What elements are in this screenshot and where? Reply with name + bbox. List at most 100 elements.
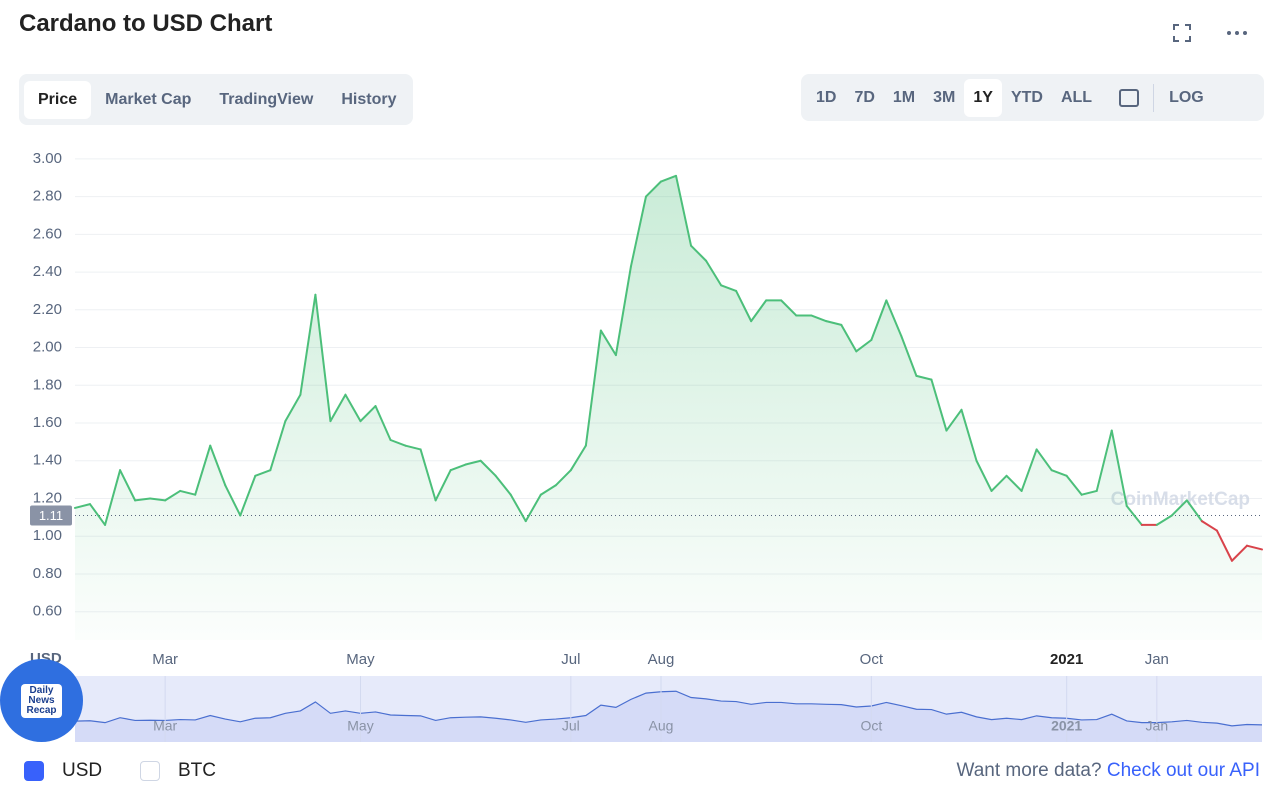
x-tick-label: Mar: [152, 651, 178, 668]
y-tick-label: 2.20: [33, 301, 62, 318]
chart: 0.60 0.80 1.00 1.20 1.40 1.60 1.80 2.00 2.20 2.40…: [30, 150, 1263, 742]
price-segment: [614, 265, 632, 357]
navigator-tick-label: 2021: [1051, 718, 1082, 734]
price-segment: [464, 459, 482, 466]
tab-bar: Price Market Cap TradingView History: [19, 74, 413, 125]
tab[interactable]: TradingView: [219, 90, 314, 108]
price-segment: [825, 320, 843, 326]
range-button[interactable]: YTD: [1010, 88, 1043, 106]
price-segment: [885, 299, 903, 338]
range-button[interactable]: 1M: [892, 88, 916, 106]
price-segment: [254, 469, 272, 477]
price-segment: [1065, 474, 1083, 496]
y-tick-label: 2.40: [33, 263, 62, 280]
currency-toggle[interactable]: USD: [24, 760, 102, 782]
navigator-tick-label: May: [347, 718, 373, 734]
more-icon[interactable]: [1243, 31, 1247, 35]
x-tick-label: Jan: [1145, 651, 1169, 668]
price-segment: [780, 299, 798, 317]
calendar-icon[interactable]: [1119, 88, 1140, 107]
navigator-area: [75, 691, 1262, 742]
price-segment: [89, 503, 107, 526]
y-tick-label: 1.00: [33, 527, 62, 544]
y-tick-label: 1.40: [33, 452, 62, 469]
price-segment: [389, 439, 407, 447]
price-segment: [224, 484, 242, 517]
price-segment: [374, 405, 392, 441]
price-segment: [104, 469, 122, 526]
tab[interactable]: Price: [24, 80, 92, 119]
price-segment: [569, 444, 587, 472]
more-icon[interactable]: [1227, 31, 1231, 35]
price-segment: [284, 393, 302, 423]
price-segment: [990, 474, 1008, 492]
y-tick-label: 0.60: [33, 603, 62, 620]
navigator-line: [74, 690, 1263, 727]
price-segment: [900, 335, 918, 377]
y-tick-label: 1.80: [33, 376, 62, 393]
price-segment: [584, 329, 602, 447]
price-segment: [1095, 429, 1113, 492]
price-segment: [930, 378, 948, 432]
price-segment: [945, 408, 963, 432]
fullscreen-icon[interactable]: [1173, 24, 1191, 42]
price-segment: [179, 489, 197, 496]
price-segment: [870, 299, 888, 341]
currency-label: USD: [62, 760, 103, 781]
price-segment: [509, 493, 527, 523]
more-icon[interactable]: [1235, 31, 1239, 35]
price-segment: [554, 469, 572, 487]
y-tick-label: 1.60: [33, 414, 62, 431]
price-segment: [314, 293, 332, 423]
price-segment: [209, 444, 227, 487]
price-segment: [1155, 514, 1173, 526]
price-segment: [1170, 499, 1188, 517]
badge-text: Recap: [26, 704, 57, 716]
price-segment: [1125, 505, 1143, 526]
price-segment: [750, 299, 768, 323]
price-segment: [1005, 474, 1023, 492]
price-segment: [720, 284, 738, 292]
price-segment: [1185, 499, 1203, 523]
x-tick-label: 2021: [1050, 651, 1083, 668]
price-area: [75, 175, 1262, 640]
currency-label: BTC: [178, 760, 216, 781]
range-button[interactable]: 1D: [816, 88, 837, 106]
price-segment: [690, 244, 708, 262]
api-link[interactable]: Check out our API: [1106, 760, 1260, 781]
price-segment: [164, 489, 182, 502]
price-segment: [194, 444, 212, 496]
price-segment: [344, 393, 362, 423]
tab[interactable]: History: [341, 90, 397, 108]
badge-box: Daily News Recap: [21, 683, 62, 718]
range-button[interactable]: ALL: [1060, 88, 1093, 106]
navigator-tick-label: Oct: [860, 718, 882, 734]
price-segment: [705, 259, 723, 287]
y-tick-label: 2.80: [33, 188, 62, 205]
badge-text: News: [28, 694, 55, 706]
price-segment: [1215, 529, 1233, 562]
range-button[interactable]: 1Y: [964, 78, 1002, 117]
price-segment: [1080, 489, 1098, 496]
price-segment: [855, 339, 873, 353]
badge: Daily News Recap: [0, 659, 83, 742]
price-segment: [975, 459, 993, 492]
price-segment: [1050, 469, 1068, 477]
price-segment: [404, 444, 422, 451]
price-segment: [675, 174, 693, 247]
checkbox[interactable]: [140, 761, 160, 781]
price-segment: [149, 497, 167, 502]
range-bar: 1D 7D 1M 3M 1Y YTD ALL LOG: [801, 74, 1264, 121]
range-button[interactable]: 7D: [854, 88, 875, 106]
price-segment: [1200, 520, 1218, 532]
price-segment: [524, 493, 542, 523]
range-button[interactable]: 3M: [933, 88, 956, 106]
x-tick-label: Aug: [648, 651, 675, 668]
currency-toggle[interactable]: BTC: [140, 760, 216, 782]
range-button[interactable]: LOG: [1169, 88, 1204, 106]
x-tick-label: May: [346, 651, 375, 668]
navigator-tick-label: Mar: [153, 718, 177, 734]
tab[interactable]: Market Cap: [105, 90, 192, 108]
toolbar-icons: [1173, 24, 1247, 42]
checkbox[interactable]: [24, 761, 44, 781]
